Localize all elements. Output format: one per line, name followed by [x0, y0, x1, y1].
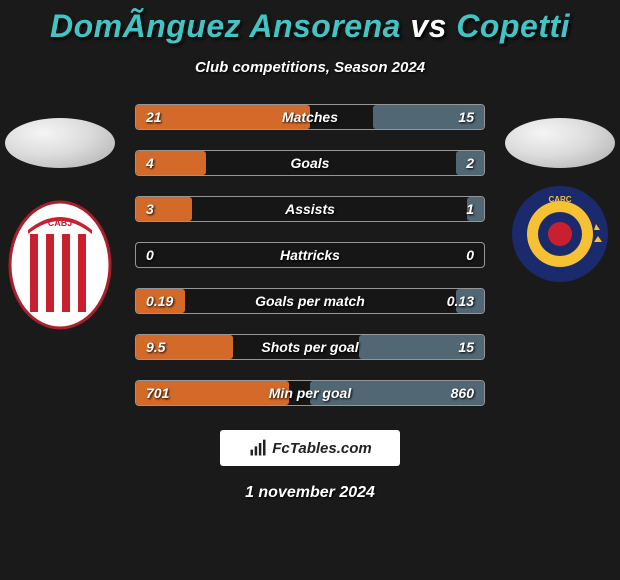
stat-value-right: 860: [451, 385, 474, 401]
stat-row: 701 Min per goal 860: [135, 380, 485, 406]
player-silhouette-right: [505, 118, 615, 168]
title-player1: DomÃ­nguez Ansorena: [50, 8, 401, 44]
stat-row: 0.19 Goals per match 0.13: [135, 288, 485, 314]
stat-row: 9.5 Shots per goal 15: [135, 334, 485, 360]
left-player-col: CABJ: [0, 118, 120, 330]
chart-icon: [248, 438, 268, 458]
stat-label: Matches: [282, 109, 338, 125]
stat-value-right: 0: [466, 247, 474, 263]
comparison-date: 1 november 2024: [0, 484, 620, 502]
subtitle: Club competitions, Season 2024: [0, 59, 620, 76]
bar-left: [136, 197, 192, 221]
svg-text:CARC: CARC: [548, 195, 571, 204]
right-player-col: CARC: [500, 118, 620, 284]
stat-label: Min per goal: [269, 385, 351, 401]
stat-label: Assists: [285, 201, 335, 217]
stat-value-right: 15: [458, 339, 474, 355]
stat-value-left: 21: [146, 109, 162, 125]
stats-table: 21 Matches 15 4 Goals 2 3 Assists 1 0 Hattricks 0 0.…: [135, 104, 485, 406]
stat-row: 0 Hattricks 0: [135, 242, 485, 268]
stat-value-left: 9.5: [146, 339, 165, 355]
player-silhouette-left: [5, 118, 115, 168]
stat-label: Goals: [291, 155, 330, 171]
stat-value-left: 701: [146, 385, 169, 401]
stat-value-right: 0.13: [447, 293, 474, 309]
title-vs: vs: [401, 8, 456, 44]
stat-row: 4 Goals 2: [135, 150, 485, 176]
stat-label: Goals per match: [255, 293, 365, 309]
brand-text: FcTables.com: [272, 440, 371, 457]
stat-value-right: 15: [458, 109, 474, 125]
stat-row: 21 Matches 15: [135, 104, 485, 130]
club-crest-right: CARC: [510, 184, 610, 284]
stat-label: Hattricks: [280, 247, 340, 263]
stat-value-right: 2: [466, 155, 474, 171]
club-crest-left: CABJ: [8, 200, 112, 330]
svg-text:CABJ: CABJ: [48, 218, 73, 228]
stat-row: 3 Assists 1: [135, 196, 485, 222]
stat-value-left: 0.19: [146, 293, 173, 309]
stat-value-left: 0: [146, 247, 154, 263]
title-player2: Copetti: [456, 8, 570, 44]
stat-value-left: 3: [146, 201, 154, 217]
page-title: DomÃ­nguez Ansorena vs Copetti: [0, 8, 620, 45]
stat-value-right: 1: [466, 201, 474, 217]
comparison-card: DomÃ­nguez Ansorena vs Copetti Club comp…: [0, 0, 620, 580]
stat-value-left: 4: [146, 155, 154, 171]
brand-logo[interactable]: FcTables.com: [220, 430, 400, 466]
stat-label: Shots per goal: [261, 339, 358, 355]
